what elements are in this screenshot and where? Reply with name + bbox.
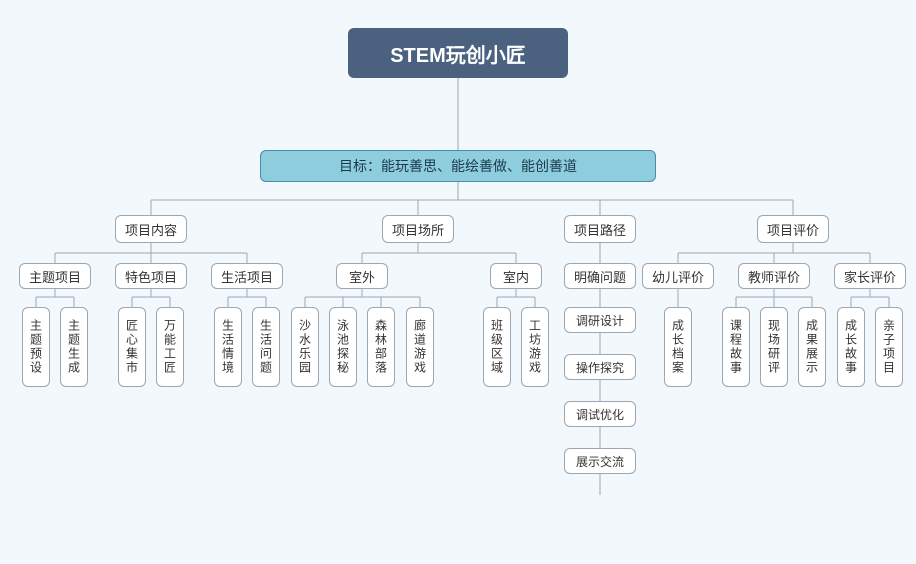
leaf-outdoor-1: 泳池探秘 xyxy=(329,307,357,387)
node-teacher-eval: 教师评价 xyxy=(738,263,810,289)
node-indoor: 室内 xyxy=(490,263,542,289)
branch-eval: 项目评价 xyxy=(757,215,829,243)
leaf-child-0: 成长档案 xyxy=(664,307,692,387)
goal-node: 目标：能玩善思、能绘善做、能创善道 xyxy=(260,150,656,182)
branch-path: 项目路径 xyxy=(564,215,636,243)
leaf-indoor-0: 班级区域 xyxy=(483,307,511,387)
leaf-teacher-1: 现场研评 xyxy=(760,307,788,387)
root-node: STEM玩创小匠 xyxy=(348,28,568,78)
leaf-teacher-2: 成果展示 xyxy=(798,307,826,387)
leaf-theme-0: 主题预设 xyxy=(22,307,50,387)
branch-place: 项目场所 xyxy=(382,215,454,243)
node-question: 明确问题 xyxy=(564,263,636,289)
leaf-outdoor-2: 森林部落 xyxy=(367,307,395,387)
leaf-outdoor-3: 廊道游戏 xyxy=(406,307,434,387)
node-feature: 特色项目 xyxy=(115,263,187,289)
leaf-feature-1: 万能工匠 xyxy=(156,307,184,387)
leaf-teacher-0: 课程故事 xyxy=(722,307,750,387)
node-child-eval: 幼儿评价 xyxy=(642,263,714,289)
step-2: 调试优化 xyxy=(564,401,636,427)
step-0: 调研设计 xyxy=(564,307,636,333)
leaf-parent-0: 成长故事 xyxy=(837,307,865,387)
leaf-feature-0: 匠心集市 xyxy=(118,307,146,387)
leaf-outdoor-0: 沙水乐园 xyxy=(291,307,319,387)
leaf-parent-1: 亲子项目 xyxy=(875,307,903,387)
node-life: 生活项目 xyxy=(211,263,283,289)
node-theme: 主题项目 xyxy=(19,263,91,289)
branch-content: 项目内容 xyxy=(115,215,187,243)
step-3: 展示交流 xyxy=(564,448,636,474)
node-outdoor: 室外 xyxy=(336,263,388,289)
leaf-life-1: 生活问题 xyxy=(252,307,280,387)
node-parent-eval: 家长评价 xyxy=(834,263,906,289)
leaf-life-0: 生活情境 xyxy=(214,307,242,387)
step-1: 操作探究 xyxy=(564,354,636,380)
leaf-theme-1: 主题生成 xyxy=(60,307,88,387)
leaf-indoor-1: 工坊游戏 xyxy=(521,307,549,387)
